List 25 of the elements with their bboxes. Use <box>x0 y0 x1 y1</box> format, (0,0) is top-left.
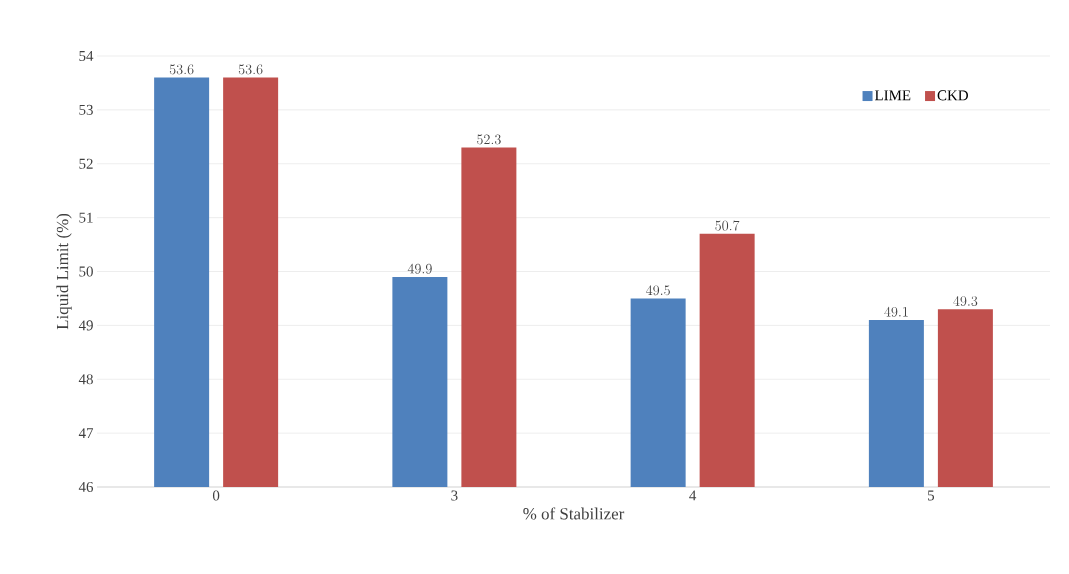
y-tick-label: 53 <box>79 104 93 115</box>
data-label: 53.6 <box>238 64 263 75</box>
data-label: 50.7 <box>715 220 740 231</box>
y-tick-label: 50 <box>79 266 93 277</box>
y-tick-label: 48 <box>78 374 93 385</box>
data-label: 49.9 <box>407 263 432 274</box>
data-label: 53.6 <box>169 64 194 75</box>
legend-label: LIME <box>874 90 911 101</box>
x-axis-title: % of Stabilizer <box>523 507 625 520</box>
data-label: 49.3 <box>953 296 978 306</box>
y-tick-label: 51 <box>79 212 93 223</box>
y-tick-label: 47 <box>78 428 94 439</box>
data-label: 52.3 <box>477 134 501 145</box>
x-tick-label: 4 <box>689 490 697 501</box>
x-tick-label: 5 <box>928 490 935 501</box>
legend-label: CKD <box>937 90 968 101</box>
data-label: 49.5 <box>646 285 670 296</box>
data-label: 49. 1 <box>884 306 908 317</box>
x-tick-label: 0 <box>212 490 220 501</box>
x-tick-label: 3 <box>451 490 458 501</box>
y-tick-label: 54 <box>79 51 94 61</box>
y-tick-label: 49 <box>78 320 93 331</box>
y-axis-title: Liquid Limit (%) <box>56 213 72 330</box>
y-tick-label: 52 <box>79 158 93 169</box>
y-tick-label: 46 <box>78 481 94 493</box>
